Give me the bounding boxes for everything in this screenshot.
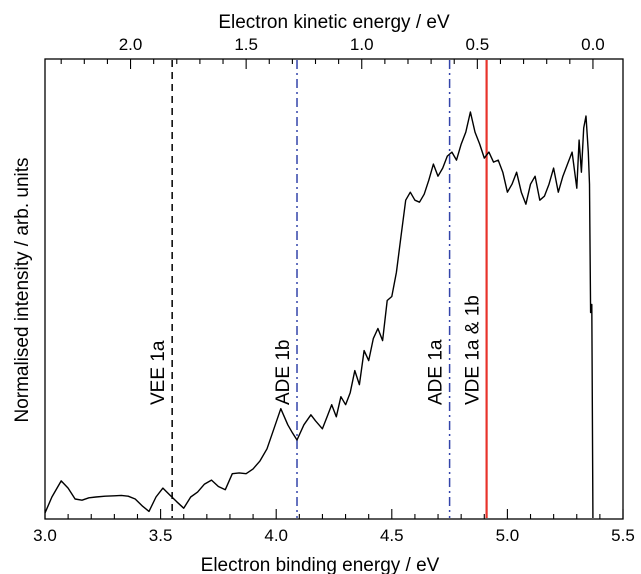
x2-axis-title: Electron kinetic energy / eV [218,12,450,33]
annotation-label: VDE 1a & 1b [463,295,484,405]
x-axis-title: Electron binding energy / eV [201,555,440,574]
x2-tick-label: 1.0 [350,35,374,54]
x2-tick-label: 1.5 [234,35,258,54]
annotation-label: ADE 1a [426,339,447,405]
x2-tick-label: 2.0 [119,35,143,54]
x-tick-label: 5.0 [496,526,520,545]
x-tick-label: 4.5 [380,526,404,545]
plot-frame [44,58,624,520]
x2-tick-label: 0.5 [466,35,490,54]
x-tick-label: 4.0 [264,526,288,545]
annotation-label: VEE 1a [148,340,169,405]
x2-tick-label: 0.0 [581,35,605,54]
annotation-label: ADE 1b [273,340,294,405]
series-layer [44,111,594,518]
bottom-ticks: 3.0 3.5 4.0 4.5 5.0 5.5 [33,509,635,545]
series-line [44,111,594,518]
x-tick-label: 3.0 [33,526,57,545]
annotation-lines: VEE 1a ADE 1b ADE 1a VDE 1a & 1b [148,60,488,518]
top-ticks: 2.0 1.5 1.0 0.5 0.0 [60,35,605,69]
y-axis-title: Normalised intensity / arb. units [12,157,33,422]
x-tick-label: 5.5 [611,526,635,545]
x-tick-label: 3.5 [149,526,173,545]
